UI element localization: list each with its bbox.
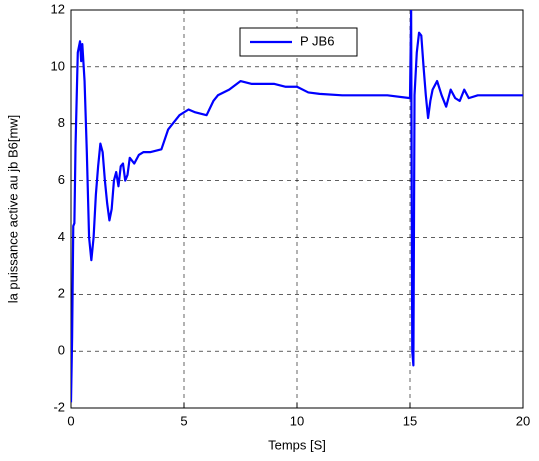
x-tick-label: 10	[290, 413, 304, 428]
y-tick-label: 2	[58, 286, 65, 301]
y-tick-label: -2	[53, 399, 65, 414]
x-tick-label: 15	[403, 413, 417, 428]
y-tick-label: 4	[58, 229, 65, 244]
y-tick-label: 8	[58, 115, 65, 130]
legend-label: P JB6	[300, 33, 334, 48]
series-group	[71, 10, 523, 403]
y-tick-label: 12	[51, 1, 65, 16]
y-tick-label: 6	[58, 172, 65, 187]
y-tick-label: 10	[51, 58, 65, 73]
x-tick-label: 5	[180, 413, 187, 428]
y-tick-label: 0	[58, 343, 65, 358]
x-tick-label: 20	[516, 413, 530, 428]
x-tick-label: 0	[67, 413, 74, 428]
line	[71, 10, 523, 403]
x-axis-label: Temps [S]	[268, 437, 326, 452]
y-axis-label: la puissance active au jb B6[mw]	[5, 115, 20, 304]
